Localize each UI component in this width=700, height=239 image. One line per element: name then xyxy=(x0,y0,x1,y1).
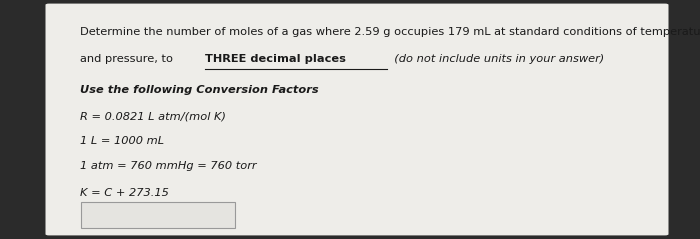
Text: and pressure, to: and pressure, to xyxy=(80,54,177,64)
Text: K = C + 273.15: K = C + 273.15 xyxy=(80,188,169,198)
Text: (do not include units in your answer): (do not include units in your answer) xyxy=(387,54,604,64)
FancyBboxPatch shape xyxy=(46,4,668,235)
Text: 1 L = 1000 mL: 1 L = 1000 mL xyxy=(80,136,164,146)
Text: 1 atm = 760 mmHg = 760 torr: 1 atm = 760 mmHg = 760 torr xyxy=(80,161,257,171)
Text: THREE decimal places: THREE decimal places xyxy=(205,54,346,64)
FancyBboxPatch shape xyxy=(80,202,235,228)
Text: Use the following Conversion Factors: Use the following Conversion Factors xyxy=(80,85,319,95)
Text: Determine the number of moles of a gas where 2.59 g occupies 179 mL at standard : Determine the number of moles of a gas w… xyxy=(80,27,700,38)
Text: R = 0.0821 L atm/(mol K): R = 0.0821 L atm/(mol K) xyxy=(80,111,227,121)
